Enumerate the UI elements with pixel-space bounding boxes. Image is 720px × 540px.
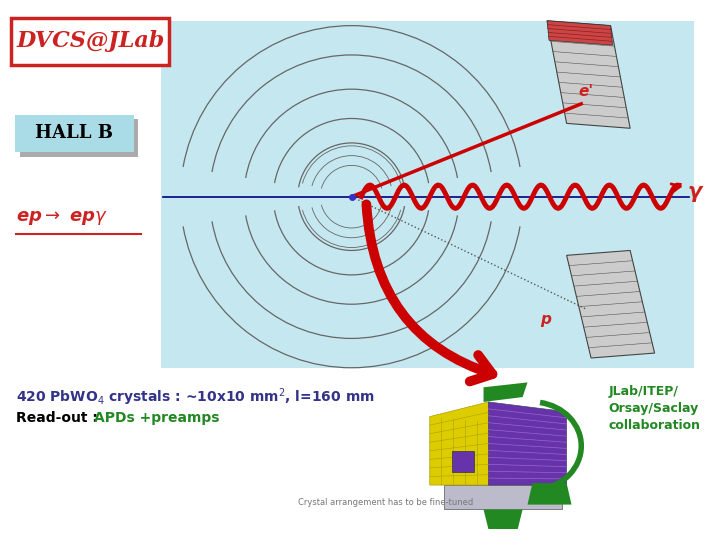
- Polygon shape: [430, 402, 488, 485]
- Polygon shape: [567, 251, 654, 358]
- Polygon shape: [484, 382, 528, 402]
- FancyBboxPatch shape: [444, 485, 562, 509]
- Polygon shape: [547, 21, 630, 129]
- FancyBboxPatch shape: [12, 18, 168, 65]
- Polygon shape: [488, 402, 567, 485]
- Text: p: p: [540, 312, 551, 327]
- Text: JLab/ITEP/
Orsay/Saclay
collaboration: JLab/ITEP/ Orsay/Saclay collaboration: [608, 386, 701, 433]
- FancyArrowPatch shape: [366, 204, 492, 381]
- Text: γ: γ: [688, 182, 702, 202]
- Polygon shape: [547, 21, 613, 45]
- FancyBboxPatch shape: [161, 21, 693, 368]
- Text: e': e': [578, 84, 593, 99]
- Text: Crystal arrangement has to be fine-tuned: Crystal arrangement has to be fine-tuned: [298, 497, 474, 507]
- Text: Read-out :: Read-out :: [17, 410, 103, 424]
- Polygon shape: [528, 483, 572, 504]
- Polygon shape: [484, 509, 523, 529]
- FancyBboxPatch shape: [15, 114, 134, 152]
- Text: APDs +preamps: APDs +preamps: [94, 410, 220, 424]
- Text: DVCS@JLab: DVCS@JLab: [17, 30, 165, 52]
- Text: ep$\rightarrow$ ep$\gamma$: ep$\rightarrow$ ep$\gamma$: [17, 209, 108, 227]
- Text: HALL B: HALL B: [35, 124, 113, 142]
- Text: 420 PbWO$_4$ crystals : ~10x10 mm$^2$, l=160 mm: 420 PbWO$_4$ crystals : ~10x10 mm$^2$, l…: [17, 386, 375, 408]
- FancyBboxPatch shape: [20, 119, 138, 157]
- FancyBboxPatch shape: [452, 451, 474, 472]
